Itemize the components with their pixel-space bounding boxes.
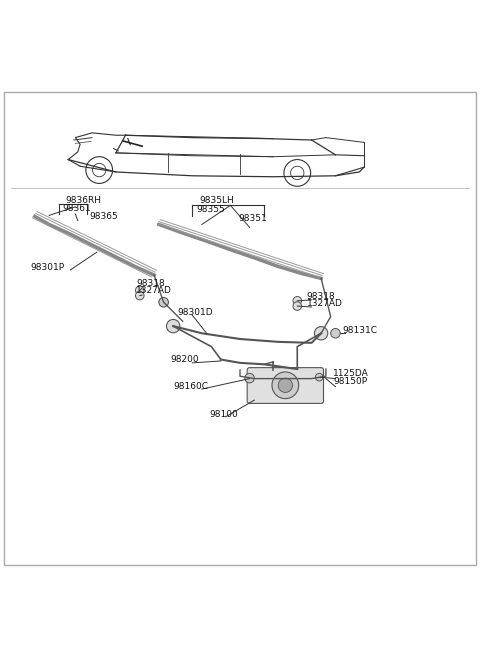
Text: 98100: 98100 [209, 410, 238, 419]
Text: 98301P: 98301P [30, 263, 64, 272]
Circle shape [167, 319, 180, 333]
FancyBboxPatch shape [247, 368, 324, 403]
Circle shape [315, 373, 323, 381]
Text: 98200: 98200 [171, 355, 199, 365]
Text: 98150P: 98150P [333, 378, 367, 386]
Circle shape [245, 373, 254, 383]
Text: 98355: 98355 [196, 205, 225, 214]
Text: 9836RH: 9836RH [66, 196, 102, 205]
Text: 98365: 98365 [90, 212, 119, 221]
Text: 98160C: 98160C [173, 382, 208, 391]
Circle shape [314, 327, 328, 340]
Circle shape [293, 302, 301, 310]
Text: 98318: 98318 [136, 279, 165, 288]
Text: 98361: 98361 [62, 204, 91, 213]
Circle shape [135, 286, 144, 294]
Circle shape [159, 298, 168, 307]
Text: 1327AD: 1327AD [136, 286, 172, 295]
Text: 98318: 98318 [307, 292, 336, 300]
Circle shape [272, 372, 299, 399]
Circle shape [293, 296, 301, 305]
Text: 98131C: 98131C [343, 327, 378, 335]
Circle shape [278, 378, 292, 392]
Text: 98351: 98351 [239, 214, 267, 223]
Text: 9835LH: 9835LH [199, 196, 234, 205]
Text: 1327AD: 1327AD [307, 299, 343, 307]
Circle shape [135, 291, 144, 300]
Circle shape [331, 328, 340, 338]
Text: 1125DA: 1125DA [333, 369, 369, 378]
Text: 98301D: 98301D [177, 308, 213, 317]
